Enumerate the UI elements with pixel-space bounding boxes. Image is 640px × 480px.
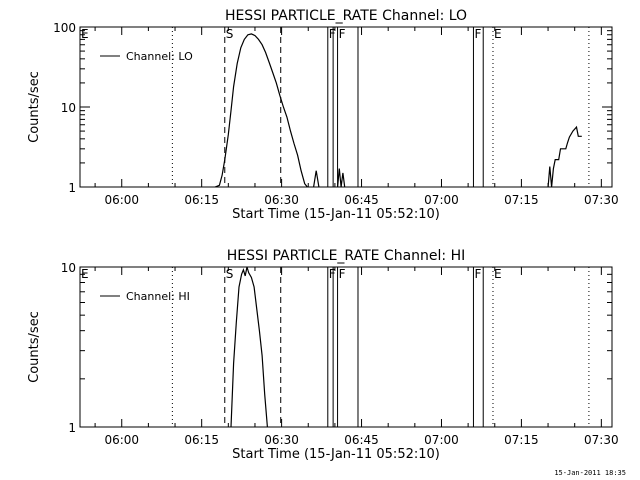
x-tick-label: 07:15 xyxy=(504,433,539,447)
y-axis-label: Counts/sec xyxy=(27,311,42,383)
y-tick-label: 1 xyxy=(68,421,76,435)
y-tick-label: 10 xyxy=(61,101,76,115)
annotation-flag: E xyxy=(494,27,502,41)
x-tick-label: 07:30 xyxy=(584,433,619,447)
data-line-segment xyxy=(547,125,582,188)
x-tick-label: 07:00 xyxy=(424,433,459,447)
chart-title: HESSI PARTICLE_RATE Channel: HI xyxy=(227,248,465,264)
annotation-flag: F xyxy=(339,27,346,41)
x-tick-label: 06:00 xyxy=(104,433,139,447)
data-line-segment xyxy=(230,266,268,428)
x-tick-label: 06:00 xyxy=(104,193,139,207)
annotation-flag: E xyxy=(81,267,89,281)
plot-frame xyxy=(79,266,613,428)
x-tick-label: 07:30 xyxy=(584,193,619,207)
data-line-segment xyxy=(337,168,346,188)
annotation-flag: F xyxy=(474,267,481,281)
x-tick-label: 06:45 xyxy=(344,193,379,207)
x-tick-label: 07:00 xyxy=(424,193,459,207)
x-tick-label: 06:45 xyxy=(344,433,379,447)
chart-title: HESSI PARTICLE_RATE Channel: LO xyxy=(225,8,467,24)
x-axis-label: Start Time (15-Jan-11 05:52:10) xyxy=(232,207,440,222)
plot-timestamp: 15-Jan-2011 18:35 xyxy=(554,469,626,477)
annotation-flag: S xyxy=(226,27,234,41)
annotation-flag: S xyxy=(226,267,234,281)
x-tick-label: 06:30 xyxy=(264,433,299,447)
data-line-segment xyxy=(313,170,320,188)
x-tick-label: 06:30 xyxy=(264,193,299,207)
y-tick-label: 10 xyxy=(61,261,76,275)
y-tick-label: 100 xyxy=(53,21,76,35)
x-tick-label: 06:15 xyxy=(184,433,219,447)
annotation-flag: F xyxy=(339,267,346,281)
data-line-segment xyxy=(214,33,308,188)
annotation-flag: F xyxy=(329,267,336,281)
annotation-flag: E xyxy=(81,27,89,41)
legend-label: Channel: HI xyxy=(126,290,190,303)
x-axis-label: Start Time (15-Jan-11 05:52:10) xyxy=(232,447,440,462)
x-tick-label: 06:15 xyxy=(184,193,219,207)
x-tick-label: 07:15 xyxy=(504,193,539,207)
y-axis-label: Counts/sec xyxy=(27,71,42,143)
legend-label: Channel: LO xyxy=(126,50,193,63)
y-tick-label: 1 xyxy=(68,181,76,195)
annotation-flag: E xyxy=(494,267,502,281)
annotation-flag: F xyxy=(474,27,481,41)
annotation-flag: F xyxy=(329,27,336,41)
